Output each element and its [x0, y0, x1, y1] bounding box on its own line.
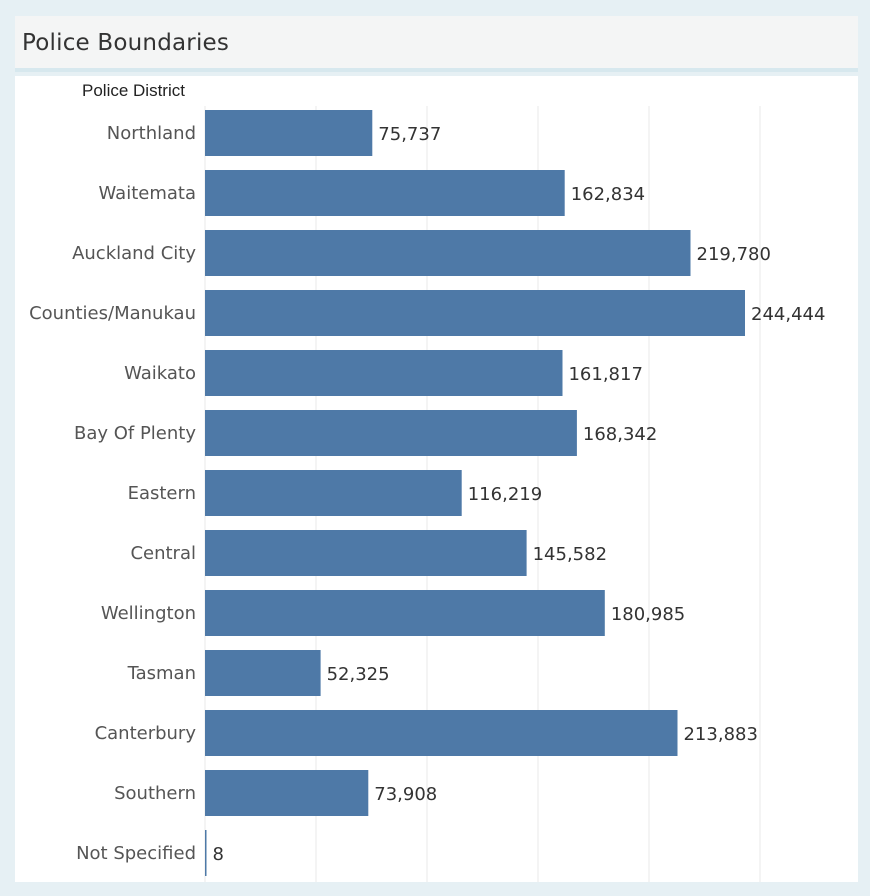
category-label: Waikato [124, 363, 196, 384]
category-label: Central [130, 543, 196, 564]
panel-title: Police Boundaries [22, 30, 230, 56]
value-labels: 75,737 162,834 219,780 244,444 161,817 168,34… [213, 124, 826, 865]
category-label: Auckland City [72, 243, 196, 264]
value-label: 73,908 [374, 784, 437, 805]
bar[interactable] [205, 110, 373, 156]
value-label: 8 [213, 844, 224, 865]
bar[interactable] [205, 170, 565, 216]
bar[interactable] [205, 650, 321, 696]
value-label: 219,780 [697, 244, 771, 265]
value-label: 213,883 [683, 724, 757, 745]
bar[interactable] [205, 350, 563, 396]
chart-panel: Police District Northland Waitemata Auckla… [15, 76, 858, 882]
value-label: 244,444 [751, 304, 825, 325]
category-label: Not Specified [76, 843, 196, 864]
bar[interactable] [205, 710, 678, 756]
category-label: Wellington [101, 603, 196, 624]
value-label: 162,834 [571, 184, 645, 205]
category-label: Northland [107, 123, 196, 144]
value-label: 52,325 [327, 664, 390, 685]
bar[interactable] [205, 530, 527, 576]
row-header-label: Police District [82, 81, 185, 100]
bar[interactable] [205, 410, 577, 456]
value-label: 116,219 [468, 484, 542, 505]
category-label: Southern [114, 783, 196, 804]
category-label: Tasman [127, 663, 196, 684]
value-label: 75,737 [378, 124, 441, 145]
value-label: 180,985 [611, 604, 685, 625]
bar[interactable] [205, 230, 691, 276]
value-label: 168,342 [583, 424, 657, 445]
category-labels: Northland Waitemata Auckland City Counties/… [29, 123, 196, 864]
value-label: 145,582 [533, 544, 607, 565]
bar[interactable] [205, 290, 745, 336]
bar[interactable] [205, 590, 605, 636]
category-label: Canterbury [95, 723, 197, 744]
bar[interactable] [205, 830, 207, 876]
bar[interactable] [205, 770, 369, 816]
bar[interactable] [205, 470, 462, 516]
bars [205, 110, 745, 876]
category-label: Bay Of Plenty [74, 423, 196, 444]
bar-chart: Northland Waitemata Auckland City Counties/… [29, 106, 826, 882]
panel-title-bar: Police Boundaries [15, 16, 858, 72]
category-label: Waitemata [99, 183, 196, 204]
value-label: 161,817 [568, 364, 642, 385]
category-label: Counties/Manukau [29, 303, 196, 324]
category-label: Eastern [128, 483, 196, 504]
